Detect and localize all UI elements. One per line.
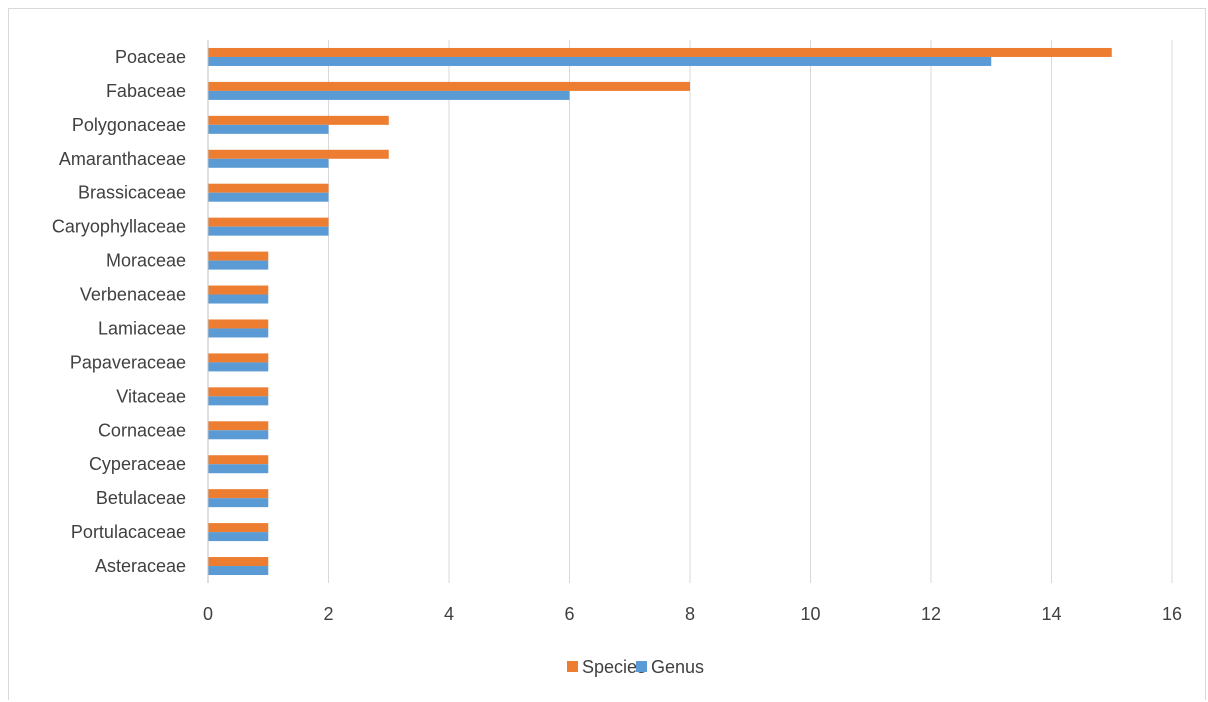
bar-species-poaceae xyxy=(208,47,1112,57)
bar-genus-lamiaceae xyxy=(208,328,269,338)
category-label-betulaceae: Betulaceae xyxy=(96,488,186,508)
category-label-lamiaceae: Lamiaceae xyxy=(98,318,186,338)
x-tick-label-0: 0 xyxy=(203,604,213,624)
bars xyxy=(208,47,1112,576)
bar-species-asteraceae xyxy=(208,557,269,567)
category-label-amaranthaceae: Amaranthaceae xyxy=(59,149,186,169)
bar-species-fabaceae xyxy=(208,81,690,91)
bar-species-brassicaceae xyxy=(208,183,329,193)
bar-species-verbenaceae xyxy=(208,285,269,295)
bar-species-cyperaceae xyxy=(208,455,269,465)
x-tick-label-6: 6 xyxy=(564,604,574,624)
bar-genus-moraceae xyxy=(208,260,269,270)
legend-label-species: Species xyxy=(582,657,646,677)
x-tick-label-16: 16 xyxy=(1162,604,1182,624)
bar-species-polygonaceae xyxy=(208,115,389,125)
bar-genus-fabaceae xyxy=(208,90,570,100)
x-tick-label-10: 10 xyxy=(800,604,820,624)
bar-species-portulacaceae xyxy=(208,523,269,533)
category-label-asteraceae: Asteraceae xyxy=(95,556,186,576)
bar-species-betulaceae xyxy=(208,489,269,499)
category-label-cornaceae: Cornaceae xyxy=(98,420,186,440)
bar-genus-vitaceae xyxy=(208,396,269,406)
category-label-verbenaceae: Verbenaceae xyxy=(80,285,186,305)
category-label-caryophyllaceae: Caryophyllaceae xyxy=(52,217,186,237)
bar-species-amaranthaceae xyxy=(208,149,389,159)
bar-species-cornaceae xyxy=(208,421,269,431)
bar-genus-papaveraceae xyxy=(208,362,269,372)
category-label-moraceae: Moraceae xyxy=(106,251,186,271)
gridlines xyxy=(328,40,1173,583)
bar-genus-poaceae xyxy=(208,56,992,66)
bar-genus-caryophyllaceae xyxy=(208,226,329,236)
category-label-polygonaceae: Polygonaceae xyxy=(72,115,186,135)
bar-species-papaveraceae xyxy=(208,353,269,363)
bar-genus-amaranthaceae xyxy=(208,158,329,168)
legend-label-genus: Genus xyxy=(651,657,704,677)
x-tick-label-12: 12 xyxy=(921,604,941,624)
legend-swatch-genus xyxy=(636,661,647,672)
category-label-portulacaceae: Portulacaceae xyxy=(71,522,186,542)
bar-species-caryophyllaceae xyxy=(208,217,329,227)
x-tick-label-14: 14 xyxy=(1041,604,1061,624)
bar-genus-verbenaceae xyxy=(208,294,269,304)
bar-species-vitaceae xyxy=(208,387,269,397)
category-label-papaveraceae: Papaveraceae xyxy=(70,352,186,372)
bar-genus-cornaceae xyxy=(208,430,269,440)
legend-swatch-species xyxy=(567,661,578,672)
chart-frame xyxy=(8,8,1206,700)
x-tick-label-4: 4 xyxy=(444,604,454,624)
category-label-vitaceae: Vitaceae xyxy=(116,386,186,406)
bar-species-lamiaceae xyxy=(208,319,269,329)
bar-genus-polygonaceae xyxy=(208,124,329,134)
category-label-fabaceae: Fabaceae xyxy=(106,81,186,101)
legend: Species Genus xyxy=(567,657,704,677)
bar-genus-brassicaceae xyxy=(208,192,329,202)
bar-genus-cyperaceae xyxy=(208,464,269,474)
x-tick-labels: 0 2 4 6 8 10 12 14 16 xyxy=(203,604,1182,624)
x-tick-label-2: 2 xyxy=(323,604,333,624)
category-label-poaceae: Poaceae xyxy=(115,47,186,67)
bar-genus-betulaceae xyxy=(208,498,269,508)
bar-genus-asteraceae xyxy=(208,566,269,576)
category-label-cyperaceae: Cyperaceae xyxy=(89,454,186,474)
category-label-brassicaceae: Brassicaceae xyxy=(78,183,186,203)
category-labels: Poaceae Fabaceae Polygonaceae Amaranthaceae… xyxy=(52,47,186,576)
bar-species-moraceae xyxy=(208,251,269,261)
x-tick-label-8: 8 xyxy=(685,604,695,624)
bar-genus-portulacaceae xyxy=(208,532,269,542)
